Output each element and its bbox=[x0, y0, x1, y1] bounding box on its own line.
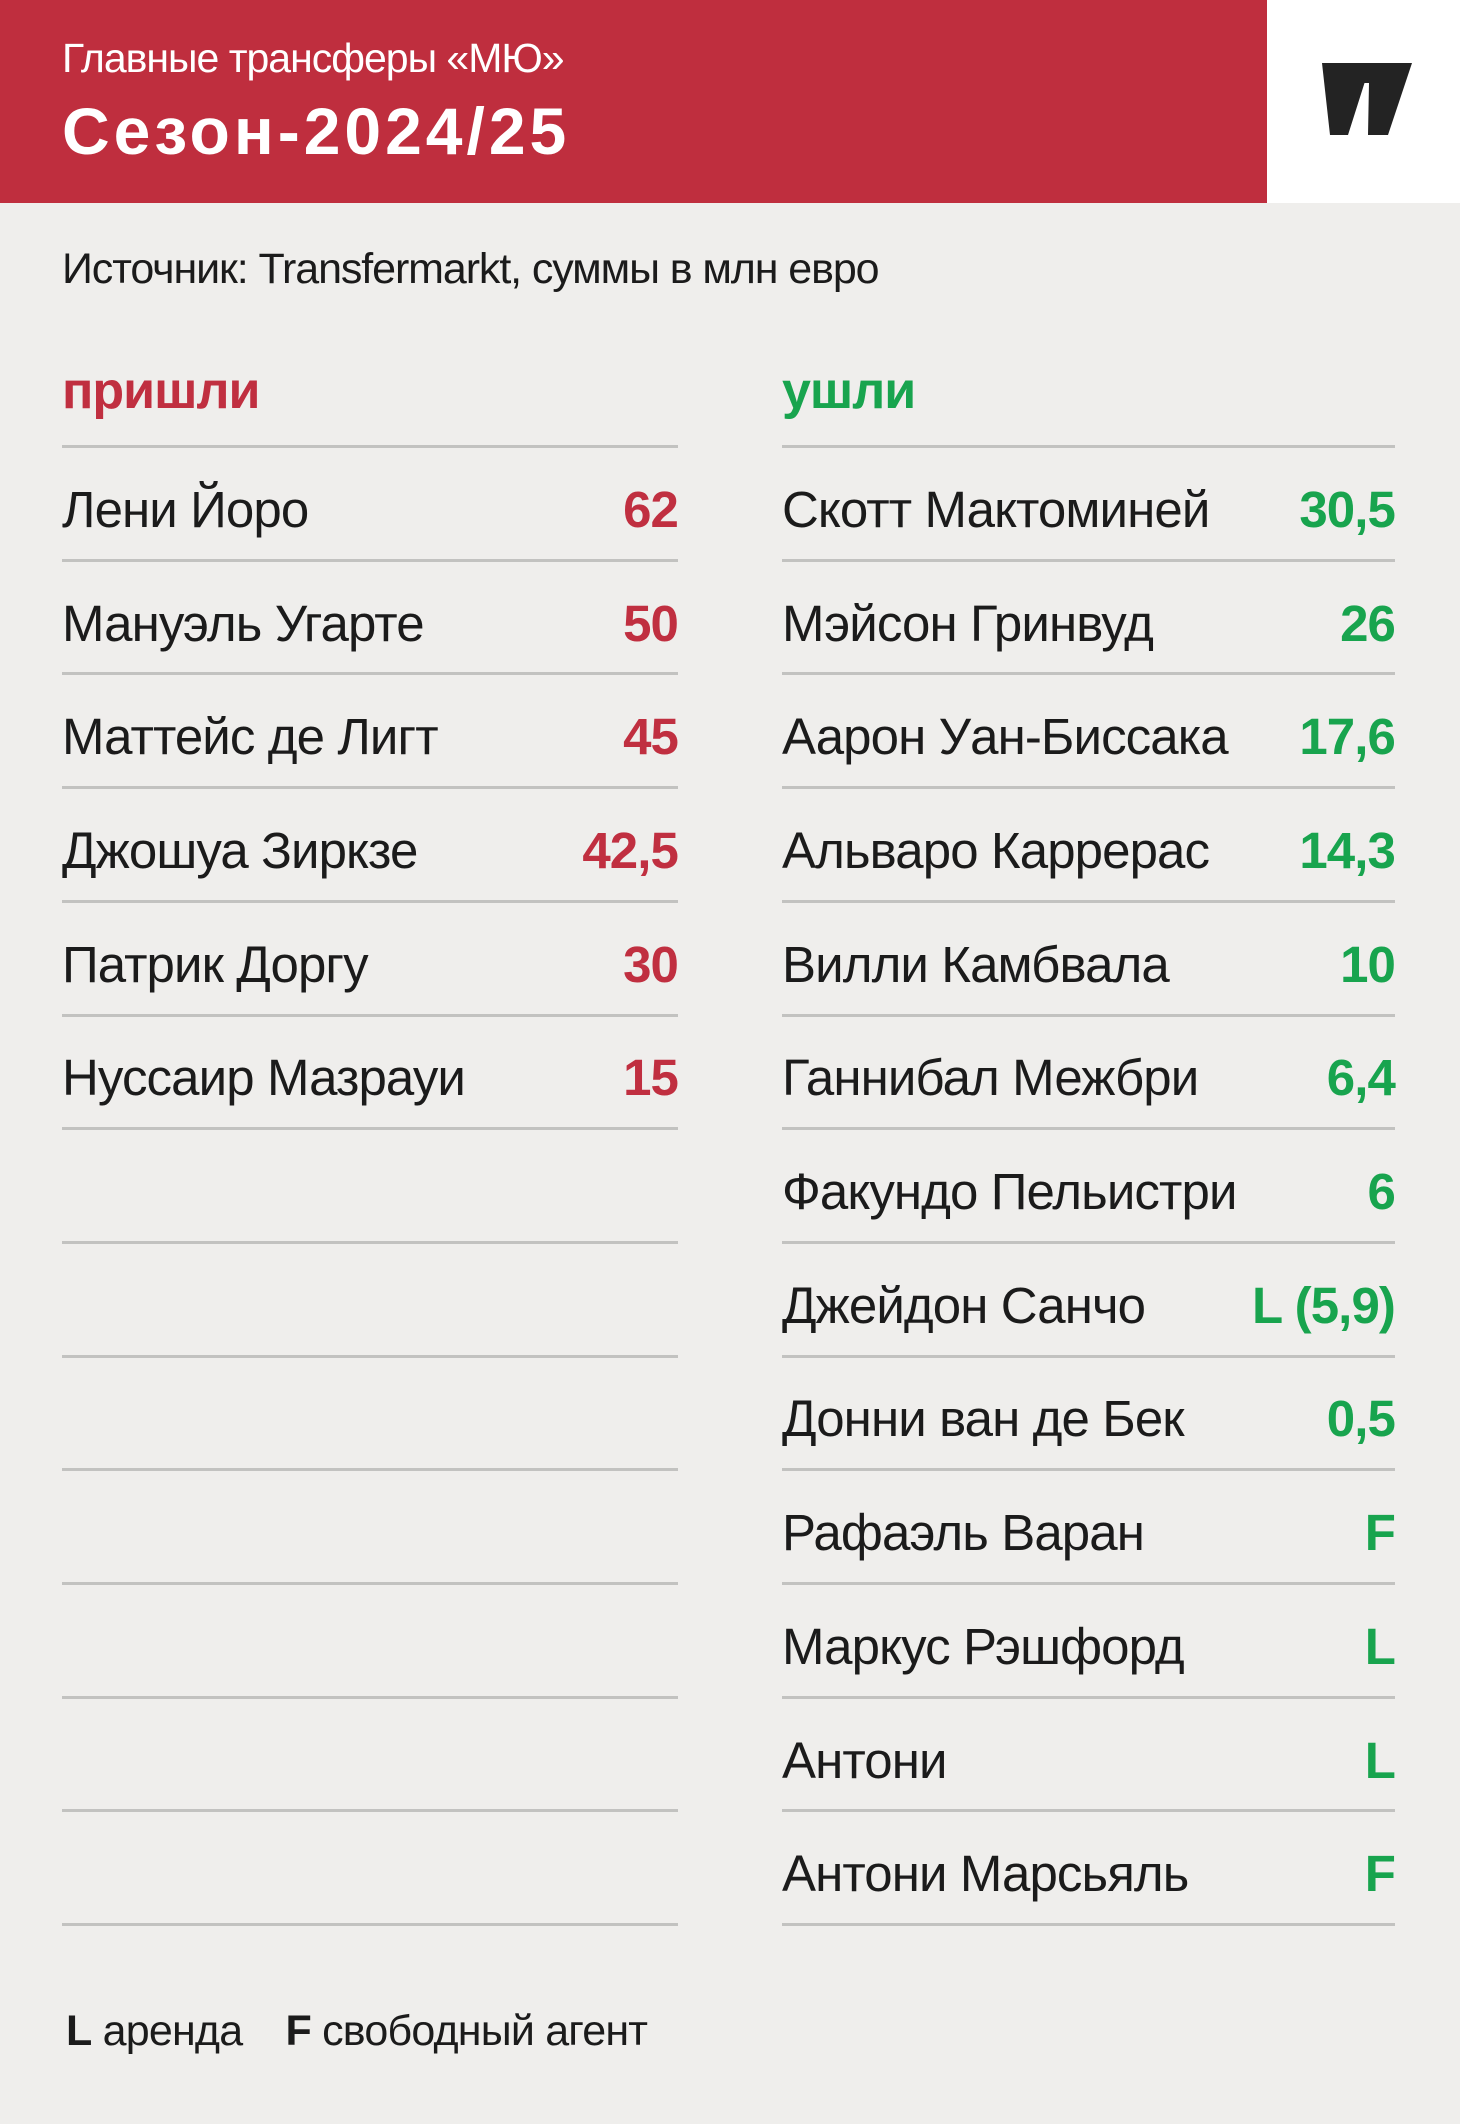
table-row: Нуссаир Мазрауи 15 bbox=[62, 1017, 679, 1131]
table-row bbox=[62, 1244, 678, 1358]
table-row: Антони L bbox=[782, 1699, 1396, 1813]
header-subtitle: Главные трансферы «МЮ» bbox=[62, 35, 565, 81]
transfer-fee: 6,4 bbox=[1326, 1049, 1396, 1107]
transfer-fee: 6 bbox=[1367, 1163, 1396, 1221]
player-name: Маркус Рэшфорд bbox=[782, 1617, 1185, 1675]
page-title: Сезон-2024/25 bbox=[62, 94, 571, 168]
departures-table: Скотт Мактоминей 30,5 Мэйсон Гринвуд 26 Ааро… bbox=[782, 445, 1396, 1927]
table-row: Маттейс де Лигт 45 bbox=[62, 675, 679, 790]
player-name: Альваро Каррерас bbox=[782, 821, 1210, 879]
player-name: Скотт Мактоминей bbox=[782, 480, 1210, 538]
transfer-fee: F bbox=[1364, 1504, 1396, 1562]
table-row: Вилли Камбвала 10 bbox=[782, 903, 1396, 1017]
legend-loan-key: L bbox=[66, 2007, 92, 2055]
table-row: Лени Йоро 62 bbox=[62, 448, 679, 562]
transfer-fee: 42,5 bbox=[582, 821, 679, 879]
player-name: Рафаэль Варан bbox=[782, 1504, 1145, 1562]
player-name: Факундо Пельистри bbox=[782, 1163, 1237, 1221]
transfer-fee: 45 bbox=[623, 708, 679, 766]
table-row: Мануэль Угарте 50 bbox=[62, 562, 679, 676]
table-row: Джошуа Зиркзе 42,5 bbox=[62, 789, 679, 903]
table-row: Рафаэль Варан F bbox=[782, 1471, 1396, 1586]
player-name: Маттейс де Лигт bbox=[62, 708, 439, 766]
transfer-fee: 14,3 bbox=[1299, 821, 1396, 879]
table-row: Мэйсон Гринвуд 26 bbox=[782, 562, 1396, 676]
w-logo-icon bbox=[1322, 63, 1412, 135]
arrivals-column: пришли Лени Йоро 62 Мануэль Угарте 50 Маттей… bbox=[62, 362, 679, 1927]
player-name: Мануэль Угарте bbox=[62, 594, 425, 652]
legend: L аренда F свободный агент bbox=[66, 2007, 648, 2055]
table-row: Джейдон Санчо L (5,9) bbox=[782, 1244, 1396, 1358]
table-row: Антони Марсьяль F bbox=[782, 1812, 1396, 1927]
player-name: Мэйсон Гринвуд bbox=[782, 594, 1154, 652]
table-row bbox=[62, 1130, 678, 1244]
transfer-fee: L bbox=[1364, 1617, 1396, 1675]
table-row: Скотт Мактоминей 30,5 bbox=[782, 448, 1396, 562]
transfer-fee: 30,5 bbox=[1299, 480, 1396, 538]
table-row bbox=[62, 1358, 678, 1472]
legend-free-key: F bbox=[285, 2007, 311, 2055]
transfer-fee: F bbox=[1364, 1845, 1396, 1903]
player-name: Аарон Уан-Биссака bbox=[782, 708, 1229, 766]
transfer-fee: 50 bbox=[623, 594, 679, 652]
arrivals-table: Лени Йоро 62 Мануэль Угарте 50 Маттейс де Ли… bbox=[62, 445, 679, 1927]
table-row bbox=[62, 1471, 678, 1586]
table-row: Ганнибал Межбри 6,4 bbox=[782, 1017, 1396, 1131]
player-name: Антони Марсьяль bbox=[782, 1845, 1189, 1903]
departures-title: ушли bbox=[782, 362, 916, 420]
player-name: Вилли Камбвала bbox=[782, 935, 1170, 993]
table-row: Маркус Рэшфорд L bbox=[782, 1585, 1396, 1699]
table-row: Донни ван де Бек 0,5 bbox=[782, 1358, 1396, 1472]
player-name: Лени Йоро bbox=[62, 480, 309, 538]
player-name: Донни ван де Бек bbox=[782, 1390, 1185, 1448]
player-name: Патрик Доргу bbox=[62, 935, 369, 993]
arrivals-title: пришли bbox=[62, 362, 260, 420]
table-row bbox=[62, 1699, 678, 1813]
transfer-fee: 26 bbox=[1340, 594, 1396, 652]
transfer-fee: 17,6 bbox=[1299, 708, 1396, 766]
table-row bbox=[62, 1585, 678, 1699]
table-row: Факундо Пельистри 6 bbox=[782, 1130, 1396, 1244]
table-row: Аарон Уан-Биссака 17,6 bbox=[782, 675, 1396, 790]
header-banner: Главные трансферы «МЮ» Сезон-2024/25 bbox=[0, 0, 1267, 203]
transfer-fee: L bbox=[1364, 1731, 1396, 1789]
transfer-fee: 0,5 bbox=[1326, 1390, 1396, 1448]
table-row: Альваро Каррерас 14,3 bbox=[782, 789, 1396, 903]
player-name: Ганнибал Межбри bbox=[782, 1049, 1199, 1107]
transfer-fee: 10 bbox=[1340, 935, 1396, 993]
transfer-fee: 30 bbox=[623, 935, 679, 993]
player-name: Джейдон Санчо bbox=[782, 1276, 1146, 1334]
transfer-fee: 62 bbox=[623, 480, 679, 538]
table-row bbox=[62, 1812, 678, 1927]
legend-free-label: свободный агент bbox=[322, 2007, 648, 2055]
player-name: Джошуа Зиркзе bbox=[62, 821, 418, 879]
transfer-fee: L (5,9) bbox=[1252, 1276, 1396, 1334]
player-name: Нуссаир Мазрауи bbox=[62, 1049, 466, 1107]
transfer-fee: 15 bbox=[623, 1049, 679, 1107]
table-row: Патрик Доргу 30 bbox=[62, 903, 679, 1017]
legend-loan-label: аренда bbox=[102, 2007, 244, 2055]
source-note: Источник: Transfermarkt, суммы в млн евр… bbox=[62, 245, 880, 293]
departures-column: ушли Скотт Мактоминей 30,5 Мэйсон Гринвуд 2… bbox=[782, 362, 1396, 1927]
player-name: Антони bbox=[782, 1731, 947, 1789]
logo-area bbox=[1267, 0, 1460, 203]
